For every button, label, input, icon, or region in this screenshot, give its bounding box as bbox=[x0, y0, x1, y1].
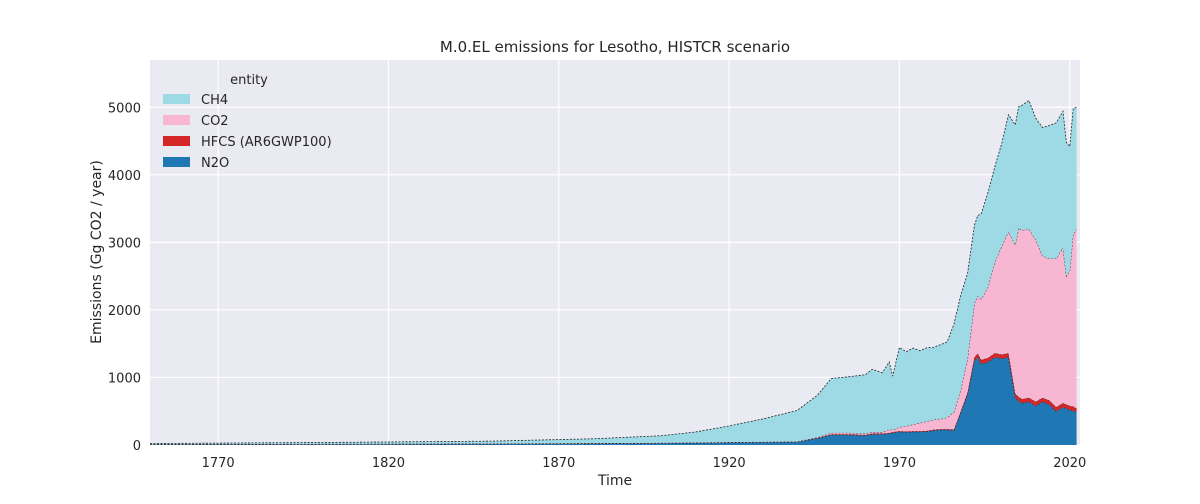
y-axis-label: Emissions (Gg CO2 / year) bbox=[89, 160, 105, 344]
y-tick-label: 2000 bbox=[108, 304, 141, 319]
x-axis-label: Time bbox=[597, 473, 632, 489]
legend-label: CO2 bbox=[201, 114, 229, 129]
y-tick-label: 3000 bbox=[108, 236, 141, 251]
legend-title: entity bbox=[230, 73, 268, 88]
legend-swatch bbox=[163, 136, 190, 146]
x-tick-label: 1970 bbox=[883, 456, 916, 471]
area-hfcs-ar6gwp100 bbox=[150, 353, 1077, 445]
x-tick-label: 2020 bbox=[1053, 456, 1086, 471]
x-tick-label: 1820 bbox=[372, 456, 405, 471]
legend-swatch bbox=[163, 157, 190, 167]
outline-ch4 bbox=[149, 99, 1077, 444]
outline-co2 bbox=[149, 227, 1077, 445]
x-tick-labels: 1770 1820 1870 1920 1970 2020 bbox=[202, 456, 1087, 471]
stacked-areas bbox=[149, 99, 1077, 446]
legend-label: HFCS (AR6GWP100) bbox=[201, 135, 332, 150]
y-tick-label: 5000 bbox=[108, 101, 141, 116]
y-tick-label: 4000 bbox=[108, 169, 141, 184]
x-tick-label: 1770 bbox=[202, 456, 235, 471]
y-tick-label: 0 bbox=[133, 439, 141, 454]
legend-label: CH4 bbox=[201, 93, 228, 108]
y-tick-label: 1000 bbox=[108, 371, 141, 386]
legend-label: N2O bbox=[201, 156, 229, 171]
legend-swatch bbox=[163, 94, 190, 104]
y-tick-labels: 0 1000 2000 3000 4000 5000 bbox=[108, 101, 141, 454]
legend: entity CH4 CO2 HFCS (AR6GWP100) N2O bbox=[163, 73, 332, 171]
area-n2o bbox=[150, 357, 1077, 445]
legend-swatch bbox=[163, 115, 190, 125]
chart-title: M.0.EL emissions for Lesotho, HISTCR sce… bbox=[440, 38, 790, 56]
x-tick-label: 1920 bbox=[713, 456, 746, 471]
x-tick-label: 1870 bbox=[542, 456, 575, 471]
